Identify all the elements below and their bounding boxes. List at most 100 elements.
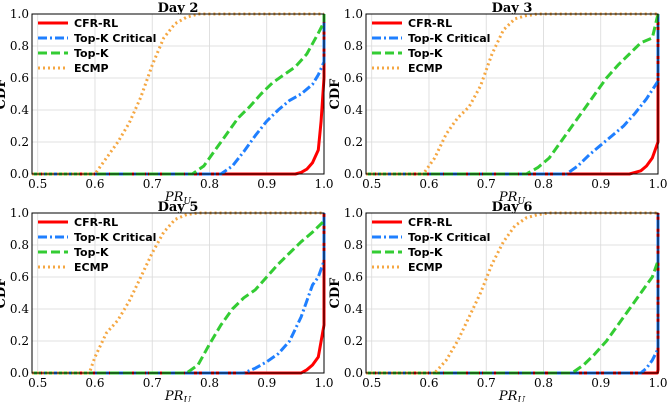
y-tick-label: 0.2 bbox=[344, 334, 363, 348]
x-tick-label: 0.9 bbox=[257, 376, 276, 390]
legend: CFR-RL Top-K Critical Top-K ECMP bbox=[372, 17, 490, 75]
legend-label: ECMP bbox=[408, 261, 443, 274]
x-axis-label: PRU bbox=[498, 389, 526, 402]
y-tick-label: 0.6 bbox=[10, 270, 29, 284]
series-line-cfr-rl bbox=[32, 14, 326, 176]
y-tick-label: 0.6 bbox=[344, 71, 363, 85]
series-line-top-k bbox=[366, 13, 660, 176]
plot-frame bbox=[365, 13, 659, 175]
y-tick-label: 1.0 bbox=[10, 206, 29, 220]
x-axis-label-sub: U bbox=[517, 197, 525, 207]
legend-label: Top-K Critical bbox=[408, 231, 490, 244]
chart-panel-2: 0.5 0.6 0.7 0.8 0.9 1.0 0.0 0.2 0.4 0.6 0.8 1.0 Day … bbox=[328, 1, 668, 207]
plot-frame bbox=[31, 212, 325, 374]
x-tick-label: 0.7 bbox=[477, 177, 496, 191]
x-tick-label: 0.6 bbox=[419, 376, 438, 390]
y-axis-label: CDF bbox=[328, 78, 343, 110]
legend-label: Top-K bbox=[74, 47, 109, 60]
x-tick-label: 0.5 bbox=[362, 376, 381, 390]
series-line-ecmp bbox=[366, 12, 658, 176]
y-tick-label: 0.4 bbox=[10, 302, 29, 316]
x-tick-label: 0.7 bbox=[143, 376, 162, 390]
x-tick-label: 0.9 bbox=[591, 177, 610, 191]
x-tick-label: 0.8 bbox=[200, 376, 219, 390]
series-line-ecmp bbox=[32, 12, 324, 176]
x-tick-label: 0.6 bbox=[85, 177, 104, 191]
legend-label: Top-K Critical bbox=[74, 231, 156, 244]
legend-label: CFR-RL bbox=[408, 216, 452, 229]
y-tick-label: 0.2 bbox=[344, 135, 363, 149]
chart-title: Day 5 bbox=[158, 200, 199, 215]
x-axis-label-sub: U bbox=[517, 396, 525, 402]
chart-title: Day 2 bbox=[158, 1, 199, 16]
chart-title: Day 3 bbox=[492, 1, 533, 16]
y-tick-label: 0.0 bbox=[344, 167, 363, 181]
legend-label: Top-K bbox=[408, 246, 443, 259]
x-tick-label: 0.5 bbox=[362, 177, 381, 191]
x-axis-label-sub: U bbox=[183, 197, 191, 207]
y-axis-label: CDF bbox=[328, 277, 343, 309]
x-tick-label: 0.8 bbox=[200, 177, 219, 191]
x-tick-label: 0.9 bbox=[591, 376, 610, 390]
y-tick-label: 0.6 bbox=[10, 71, 29, 85]
series-line-top-k-critical bbox=[32, 213, 326, 375]
legend-label: Top-K bbox=[408, 47, 443, 60]
y-tick-label: 0.2 bbox=[10, 334, 29, 348]
legend-label: CFR-RL bbox=[408, 17, 452, 30]
chart-panel-3: 0.5 0.6 0.7 0.8 0.9 1.0 0.0 0.2 0.4 0.6 0.8 1.0 Day … bbox=[0, 200, 334, 402]
y-tick-label: 1.0 bbox=[344, 7, 363, 21]
series-line-ecmp bbox=[366, 211, 658, 375]
legend: CFR-RL Top-K Critical Top-K ECMP bbox=[38, 216, 156, 274]
y-tick-label: 0.8 bbox=[10, 39, 29, 53]
x-tick-label: 0.7 bbox=[143, 177, 162, 191]
y-tick-label: 0.0 bbox=[10, 167, 29, 181]
legend-label: ECMP bbox=[74, 261, 109, 274]
x-axis-label-main: PR bbox=[164, 190, 184, 205]
y-tick-label: 1.0 bbox=[10, 7, 29, 21]
legend-label: ECMP bbox=[408, 62, 443, 75]
series-line-top-k-critical bbox=[366, 14, 660, 176]
y-tick-label: 0.2 bbox=[10, 135, 29, 149]
x-axis-label: PRU bbox=[164, 190, 192, 207]
chart-title: Day 6 bbox=[492, 200, 533, 215]
x-tick-label: 0.5 bbox=[28, 177, 47, 191]
plot-frame bbox=[365, 212, 659, 374]
legend-label: CFR-RL bbox=[74, 216, 118, 229]
legend-label: Top-K Critical bbox=[408, 32, 490, 45]
legend-label: ECMP bbox=[74, 62, 109, 75]
x-tick-label: 0.5 bbox=[28, 376, 47, 390]
x-tick-label: 0.6 bbox=[85, 376, 104, 390]
y-tick-label: 0.8 bbox=[344, 238, 363, 252]
series-line-top-k-critical bbox=[32, 14, 326, 176]
y-tick-label: 0.6 bbox=[344, 270, 363, 284]
y-tick-label: 1.0 bbox=[344, 206, 363, 220]
y-tick-label: 0.8 bbox=[344, 39, 363, 53]
x-axis-label-main: PR bbox=[164, 389, 184, 402]
x-tick-label: 1.0 bbox=[314, 177, 333, 191]
x-axis-label-main: PR bbox=[498, 190, 518, 205]
y-tick-label: 0.0 bbox=[10, 366, 29, 380]
x-axis-label-main: PR bbox=[498, 389, 518, 402]
x-tick-label: 1.0 bbox=[314, 376, 333, 390]
plot-frame bbox=[31, 13, 325, 175]
series-line-top-k bbox=[32, 14, 326, 176]
legend-label: Top-K bbox=[74, 246, 109, 259]
series-line-top-k bbox=[366, 260, 660, 375]
chart-panel-4: 0.5 0.6 0.7 0.8 0.9 1.0 0.0 0.2 0.4 0.6 0.8 1.0 Day … bbox=[328, 200, 668, 402]
x-tick-label: 1.0 bbox=[648, 177, 667, 191]
x-axis-label: PRU bbox=[498, 190, 526, 207]
x-axis-label: PRU bbox=[164, 389, 192, 402]
y-tick-label: 0.4 bbox=[10, 103, 29, 117]
series-line-top-k bbox=[32, 219, 326, 375]
x-tick-label: 0.7 bbox=[477, 376, 496, 390]
x-tick-label: 0.8 bbox=[534, 177, 553, 191]
x-tick-label: 1.0 bbox=[648, 376, 667, 390]
y-tick-label: 0.8 bbox=[10, 238, 29, 252]
chart-panel-1: 0.5 0.6 0.7 0.8 0.9 1.0 0.0 0.2 0.4 0.6 0.8 1.0 Day … bbox=[0, 1, 334, 207]
y-tick-label: 0.0 bbox=[344, 366, 363, 380]
legend: CFR-RL Top-K Critical Top-K ECMP bbox=[372, 216, 490, 274]
legend: CFR-RL Top-K Critical Top-K ECMP bbox=[38, 17, 156, 75]
y-tick-label: 0.4 bbox=[344, 103, 363, 117]
y-axis-label: CDF bbox=[0, 277, 9, 309]
